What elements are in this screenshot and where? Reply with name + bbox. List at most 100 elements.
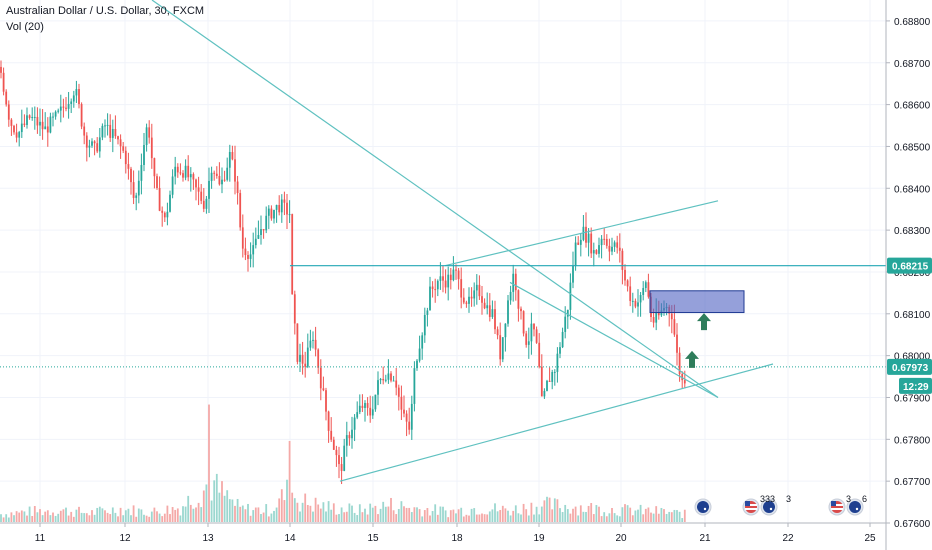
volume-bar bbox=[400, 501, 403, 522]
volume-indicator-label[interactable]: Vol (20) bbox=[6, 21, 44, 33]
volume-bar bbox=[426, 508, 429, 522]
volume-bar bbox=[621, 507, 624, 522]
volume-bar bbox=[192, 508, 195, 522]
volume-bar bbox=[639, 504, 642, 522]
volume-bar bbox=[127, 508, 130, 522]
volume-bar bbox=[283, 500, 286, 522]
volume-bar bbox=[481, 513, 483, 522]
volume-bar bbox=[236, 498, 239, 522]
volume-bar bbox=[257, 507, 260, 522]
candle-body bbox=[46, 126, 49, 133]
volume-bar bbox=[210, 500, 213, 522]
candle-body bbox=[270, 208, 273, 219]
volume-bar bbox=[572, 508, 574, 522]
candle-body bbox=[226, 167, 229, 180]
volume-bar bbox=[31, 516, 34, 522]
volume-bar bbox=[28, 506, 31, 522]
candle-body bbox=[10, 119, 13, 126]
volume-bar bbox=[429, 515, 431, 522]
candle-body bbox=[101, 125, 104, 138]
volume-bar bbox=[553, 498, 556, 522]
volume-bar bbox=[80, 512, 83, 522]
volume-bar bbox=[143, 514, 145, 522]
candle-body bbox=[538, 342, 541, 367]
volume-bar bbox=[330, 509, 333, 522]
volume-bar bbox=[267, 516, 270, 522]
volume-bar bbox=[605, 516, 608, 522]
volume-bar bbox=[338, 514, 340, 522]
volume-bar bbox=[309, 505, 312, 522]
candle-body bbox=[574, 242, 577, 266]
candle-body bbox=[249, 254, 252, 259]
volume-bar bbox=[273, 510, 275, 522]
volume-bar bbox=[678, 511, 681, 522]
volume-bar bbox=[397, 508, 400, 522]
volume-bar bbox=[15, 511, 18, 522]
volume-bar bbox=[226, 490, 229, 522]
volume-bar bbox=[33, 506, 36, 522]
candle-body bbox=[111, 129, 114, 138]
candle-body bbox=[158, 188, 161, 211]
volume-bar bbox=[124, 510, 127, 522]
candle-body bbox=[618, 247, 621, 251]
volume-bar bbox=[551, 509, 554, 522]
australia-flag-icon bbox=[849, 501, 861, 513]
volume-bar bbox=[525, 509, 528, 522]
candle-body bbox=[561, 331, 564, 348]
volume-bar bbox=[340, 507, 343, 522]
volume-bar bbox=[166, 505, 169, 522]
volume-bar bbox=[353, 512, 356, 522]
price-tick-label: 0.68400 bbox=[894, 184, 931, 195]
candle-body bbox=[262, 229, 265, 231]
volume-bar bbox=[530, 502, 533, 522]
candle-body bbox=[314, 339, 317, 350]
volume-bar bbox=[161, 516, 164, 522]
volume-bar bbox=[262, 512, 265, 522]
candle-body bbox=[65, 107, 67, 109]
price-label-last-background bbox=[887, 358, 932, 375]
volume-bar bbox=[176, 508, 179, 522]
candle-body bbox=[530, 323, 533, 342]
candle-body bbox=[150, 137, 153, 159]
candle-body bbox=[413, 368, 416, 404]
candle-body bbox=[351, 429, 353, 439]
volume-bar bbox=[184, 506, 187, 522]
volume-bar bbox=[574, 506, 577, 522]
candle-body bbox=[390, 373, 392, 381]
candle-body bbox=[408, 421, 411, 430]
candle-body bbox=[543, 390, 546, 397]
volume-bar bbox=[247, 503, 249, 522]
candle-body bbox=[72, 95, 75, 102]
candle-body bbox=[62, 106, 65, 108]
time-tick-label: 11 bbox=[35, 533, 46, 544]
demand-zone-rectangle bbox=[649, 290, 745, 314]
chart-title[interactable]: Australian Dollar / U.S. Dollar, 30, FXC… bbox=[6, 5, 205, 17]
candle-body bbox=[106, 124, 109, 126]
volume-bar bbox=[52, 512, 54, 522]
volume-bar bbox=[299, 511, 301, 522]
volume-bar bbox=[67, 515, 70, 522]
up-arrow-icon bbox=[697, 313, 711, 331]
volume-bar bbox=[228, 499, 231, 522]
candle-body bbox=[299, 354, 301, 362]
volume-bar bbox=[72, 516, 75, 522]
candle-body bbox=[507, 300, 509, 324]
volume-bar bbox=[65, 507, 67, 522]
volume-bar bbox=[109, 514, 112, 522]
candle-body bbox=[228, 152, 231, 168]
candle-body bbox=[234, 159, 236, 182]
volume-bar bbox=[117, 516, 119, 522]
volume-bar bbox=[681, 518, 684, 522]
volume-bar bbox=[137, 508, 140, 522]
price-tick-label: 0.68700 bbox=[894, 59, 931, 70]
volume-bar bbox=[239, 506, 242, 522]
candle-body bbox=[392, 380, 395, 382]
candle-body bbox=[478, 284, 481, 297]
volume-bar bbox=[44, 511, 47, 522]
candle-body bbox=[642, 287, 645, 296]
candle-body bbox=[36, 116, 39, 126]
volume-bar bbox=[382, 501, 385, 522]
candle-body bbox=[338, 455, 340, 465]
candle-body bbox=[512, 273, 515, 292]
